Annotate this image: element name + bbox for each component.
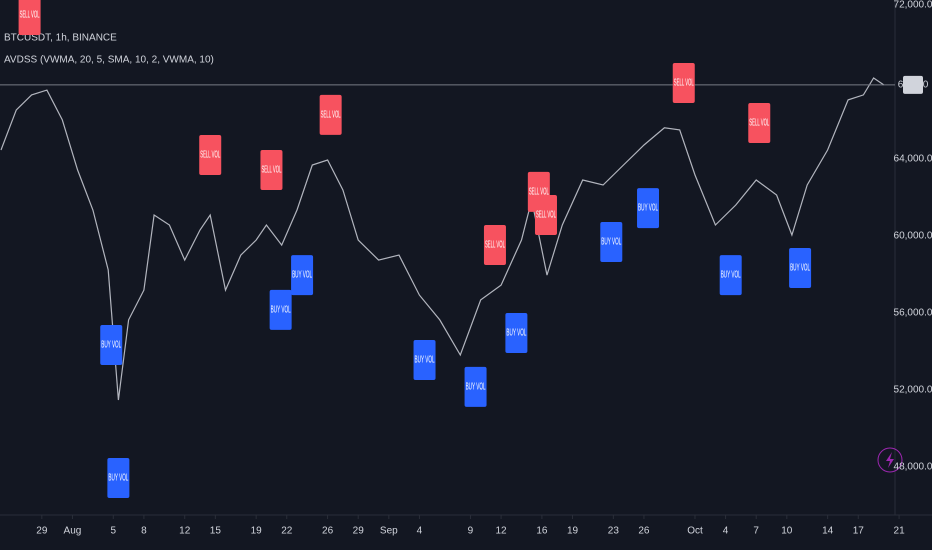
x-tick-label: 12 bbox=[179, 526, 191, 537]
y-tick-label: 64,000.0 bbox=[894, 154, 932, 165]
signal-label: SELL VOL bbox=[200, 150, 220, 161]
signal-box bbox=[319, 94, 342, 135]
indicator-label: AVDSS (VWMA, 20, 5, SMA, 10, 2, VWMA, 10… bbox=[4, 55, 214, 66]
x-tick-label: 4 bbox=[723, 526, 729, 537]
x-tick-label: 9 bbox=[468, 526, 474, 537]
signal-label: BUY VOL bbox=[721, 270, 741, 281]
x-tick-label: Oct bbox=[687, 526, 703, 537]
x-tick-label: 19 bbox=[567, 526, 579, 537]
signal-label: BUY VOL bbox=[292, 270, 312, 281]
signal-box bbox=[483, 225, 506, 266]
signal-label: SELL VOL bbox=[536, 210, 556, 221]
x-tick-label: 14 bbox=[822, 526, 834, 537]
signal-label: BUY VOL bbox=[790, 263, 810, 274]
signal-box bbox=[505, 313, 528, 354]
signal-box bbox=[600, 221, 623, 262]
signal-label: SELL VOL bbox=[321, 110, 341, 121]
x-tick-label: 26 bbox=[638, 526, 650, 537]
signal-box bbox=[260, 149, 283, 190]
price-line bbox=[0, 77, 885, 401]
x-tick-label: 15 bbox=[210, 526, 222, 537]
x-tick-label: 17 bbox=[853, 526, 865, 537]
x-tick-label: 5 bbox=[110, 526, 116, 537]
chart-title: BTCUSDT, 1h, BINANCE bbox=[4, 33, 117, 44]
signal-label: BUY VOL bbox=[506, 328, 526, 339]
x-tick-label: 26 bbox=[322, 526, 334, 537]
signal-box bbox=[291, 255, 314, 296]
signal-label: BUY VOL bbox=[108, 473, 128, 484]
x-tick-label: 7 bbox=[753, 526, 759, 537]
signal-label: SELL VOL bbox=[485, 240, 505, 251]
alert-icon[interactable] bbox=[877, 447, 903, 473]
signal-box bbox=[534, 195, 557, 236]
signal-label: SELL VOL bbox=[20, 10, 40, 21]
signal-label: SELL VOL bbox=[529, 187, 549, 198]
x-tick-label: 4 bbox=[417, 526, 423, 537]
y-tick-label: 48,000.0 bbox=[894, 462, 932, 473]
x-tick-label: 19 bbox=[251, 526, 263, 537]
signal-label: SELL VOL bbox=[749, 118, 769, 129]
x-tick-label: 16 bbox=[536, 526, 548, 537]
signal-box bbox=[100, 324, 123, 365]
signal-box bbox=[748, 103, 771, 144]
signal-label: BUY VOL bbox=[601, 237, 621, 248]
price-label: 67,850 bbox=[898, 80, 929, 91]
signal-box bbox=[719, 255, 742, 296]
signal-box bbox=[107, 457, 130, 498]
signal-label: BUY VOL bbox=[271, 305, 291, 316]
y-tick-label: 60,000.0 bbox=[894, 231, 932, 242]
x-tick-label: 22 bbox=[281, 526, 293, 537]
signal-label: BUY VOL bbox=[466, 382, 486, 393]
signal-label: BUY VOL bbox=[415, 355, 435, 366]
x-tick-label: 21 bbox=[894, 526, 906, 537]
signal-label: BUY VOL bbox=[638, 203, 658, 214]
signal-box bbox=[637, 188, 660, 229]
alert-icon bbox=[886, 452, 894, 468]
x-tick-label: 8 bbox=[141, 526, 147, 537]
x-tick-label: Aug bbox=[64, 526, 82, 537]
y-tick-label: 56,000.0 bbox=[894, 308, 932, 319]
signal-box bbox=[789, 247, 812, 288]
x-tick-label: 23 bbox=[608, 526, 620, 537]
signal-box bbox=[672, 62, 695, 103]
signal-box bbox=[269, 289, 292, 330]
signal-box bbox=[199, 134, 222, 175]
signal-label: BUY VOL bbox=[101, 340, 121, 351]
signal-box bbox=[413, 339, 436, 380]
signal-box bbox=[18, 0, 41, 36]
signal-label: SELL VOL bbox=[261, 165, 281, 176]
x-tick-label: 29 bbox=[353, 526, 365, 537]
x-tick-label: Sep bbox=[380, 526, 398, 537]
x-tick-label: 12 bbox=[496, 526, 508, 537]
y-tick-label: 52,000.0 bbox=[894, 385, 932, 396]
price-label-box bbox=[903, 75, 923, 94]
signal-box bbox=[464, 366, 487, 407]
x-tick-label: 29 bbox=[36, 526, 48, 537]
signal-label: SELL VOL bbox=[674, 78, 694, 89]
y-tick-label: 72,000.0 bbox=[894, 0, 932, 11]
x-tick-label: 10 bbox=[781, 526, 793, 537]
